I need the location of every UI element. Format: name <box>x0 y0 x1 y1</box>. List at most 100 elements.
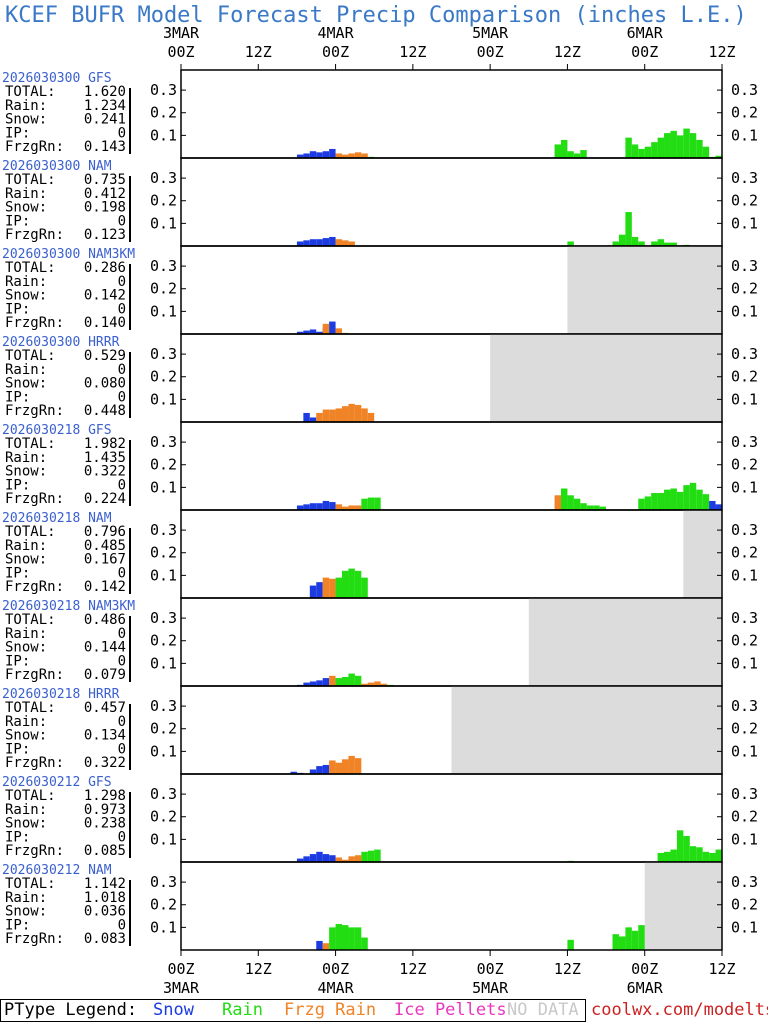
stat-label: IP: <box>5 565 30 581</box>
precip-bar <box>573 498 581 510</box>
precip-bar <box>567 495 574 510</box>
bottom-time-tick-label: 12Z <box>554 960 581 978</box>
precip-bar <box>657 137 665 158</box>
y-tick-label-left: 0.3 <box>150 81 177 99</box>
stat-label: FrzgRn: <box>5 931 64 947</box>
stat-label: TOTAL: <box>5 700 56 716</box>
stat-value: 0 <box>118 714 126 730</box>
precip-bar <box>335 577 343 598</box>
stat-label: Rain: <box>5 274 47 290</box>
precip-bar <box>354 405 362 422</box>
precip-bar <box>329 578 336 598</box>
no-data-region <box>644 862 722 950</box>
stat-value: 0 <box>118 389 126 405</box>
precip-bar <box>335 239 343 246</box>
y-tick-label-right: 0.3 <box>731 873 758 891</box>
precip-bar <box>354 570 362 598</box>
stat-label: FrzgRn: <box>5 403 64 419</box>
precip-bar <box>303 153 310 158</box>
precip-bar <box>374 681 381 686</box>
precip-bar <box>599 506 607 510</box>
precip-bar <box>618 234 626 246</box>
stat-value: 0.080 <box>84 376 126 392</box>
precip-bar <box>348 755 355 774</box>
precip-bar <box>676 491 684 510</box>
precip-bar <box>322 323 330 334</box>
top-day-label: 5MAR <box>472 24 509 42</box>
stat-value: 0 <box>118 213 126 229</box>
precip-bar <box>316 412 323 422</box>
legend-box <box>0 999 586 1022</box>
stat-value: 0 <box>118 477 126 493</box>
plot-frame <box>180 157 723 247</box>
precip-bar <box>303 240 310 246</box>
precip-bar <box>651 241 658 246</box>
precip-bar <box>361 408 368 422</box>
precip-bar <box>335 857 343 862</box>
stat-value: 0.140 <box>84 315 126 331</box>
stat-value: 1.435 <box>84 450 126 466</box>
y-tick-label-right: 0.1 <box>731 566 758 584</box>
legend-item-ice-pellets: Ice Pellets <box>394 1000 507 1020</box>
legend-item-no-data: NO DATA <box>507 1000 579 1020</box>
no-data-region <box>490 334 722 422</box>
stat-label: Snow: <box>5 816 47 832</box>
model-panel: 0.3 0.3 0.2 0.2 0.1 0.1 2026030300 NAM3KMTOTAL… <box>2 245 758 335</box>
precip-bar <box>296 505 304 510</box>
y-tick-label-right: 0.3 <box>731 697 758 715</box>
stat-label: Snow: <box>5 904 47 920</box>
stat-value: 0.143 <box>84 139 126 155</box>
precip-bar <box>631 930 639 950</box>
precip-bar <box>696 139 703 158</box>
stat-label: IP: <box>5 917 30 933</box>
stat-value: 0.036 <box>84 904 126 920</box>
top-time-tick-label: 00Z <box>322 43 349 61</box>
stat-value: 0.079 <box>84 667 126 683</box>
precip-bar <box>689 482 697 510</box>
precip-bar <box>296 241 304 246</box>
stat-value: 0.241 <box>84 112 126 128</box>
precip-bar <box>631 144 639 158</box>
run-label: 2026030212 NAM <box>2 863 112 878</box>
precip-bar <box>348 505 355 510</box>
stat-label: FrzgRn: <box>5 139 64 155</box>
legend-prefix: PType Legend: <box>4 1000 138 1020</box>
y-tick-label-right: 0.1 <box>731 654 758 672</box>
y-tick-label-right: 0.1 <box>731 830 758 848</box>
precip-bar <box>612 241 619 246</box>
stat-label: IP: <box>5 213 30 229</box>
stat-label: TOTAL: <box>5 260 56 276</box>
stat-value: 0 <box>118 362 126 378</box>
stat-value: 1.234 <box>84 98 126 114</box>
brand-link[interactable]: coolwx.com/modelts <box>591 1000 768 1020</box>
top-time-tick-label: 00Z <box>477 43 504 61</box>
precip-bar <box>309 503 317 510</box>
precip-bar <box>329 236 336 246</box>
precip-bar <box>676 830 684 862</box>
y-tick-label-right: 0.2 <box>731 896 758 914</box>
precip-bar <box>715 849 722 862</box>
y-tick-label-left: 0.2 <box>150 456 177 474</box>
precip-bar <box>348 927 355 950</box>
precip-bar <box>367 497 375 510</box>
precip-bar <box>342 240 349 246</box>
precip-bar <box>335 328 343 334</box>
stat-value: 0 <box>118 301 126 317</box>
y-tick-label-left: 0.2 <box>150 544 177 562</box>
precip-bar <box>618 936 626 950</box>
stat-label: Rain: <box>5 802 47 818</box>
bottom-day-label: 6MAR <box>627 979 664 997</box>
y-tick-label-right: 0.3 <box>731 609 758 627</box>
precip-bar <box>348 568 355 598</box>
stat-value: 0.457 <box>84 700 126 716</box>
stat-label: Rain: <box>5 538 47 554</box>
bottom-time-tick-label: 12Z <box>708 960 735 978</box>
stat-value: 0.224 <box>84 491 126 507</box>
legend-item-snow: Snow <box>153 1000 194 1020</box>
precip-bar <box>303 330 310 334</box>
y-tick-label-right: 0.2 <box>731 104 758 122</box>
precip-bar <box>309 681 317 686</box>
precip-bar <box>709 500 716 510</box>
precip-bar <box>638 925 645 950</box>
